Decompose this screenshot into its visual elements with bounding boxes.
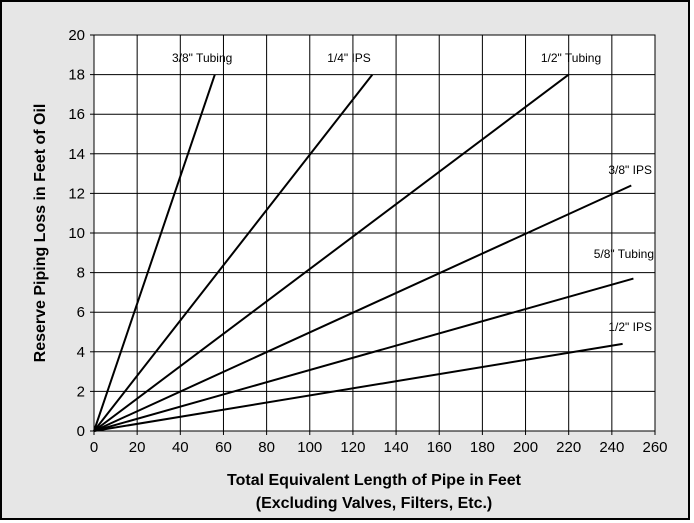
x-tick-label: 0 (90, 439, 98, 456)
x-tick-label: 60 (215, 439, 232, 456)
series-line (93, 184, 632, 432)
y-tick-label: 6 (77, 304, 85, 321)
y-tick-label: 16 (68, 106, 85, 123)
y-tick-label: 0 (77, 423, 85, 440)
series-label: 3/8" Tubing (172, 51, 232, 65)
y-axis-title: Reserve Piping Loss in Feet of Oil (32, 104, 49, 363)
y-tick-label: 4 (77, 344, 85, 361)
series-line (93, 277, 634, 432)
x-tick-label: 100 (297, 439, 322, 456)
x-tick-label: 200 (513, 439, 538, 456)
x-axis-subtitle: (Excluding Valves, Filters, Etc.) (256, 495, 493, 512)
series-label: 1/4" IPS (327, 51, 371, 65)
x-tick-label: 240 (599, 439, 624, 456)
y-tick-label: 8 (77, 265, 85, 282)
y-tick-label: 12 (68, 185, 85, 202)
y-tick-label: 20 (68, 27, 85, 44)
series-lines (93, 73, 634, 432)
x-tick-label: 140 (384, 439, 409, 456)
x-axis-title: Total Equivalent Length of Pipe in Feet (227, 472, 522, 489)
x-tick-label: 80 (258, 439, 275, 456)
series-labels: 3/8" Tubing 1/4" IPS 1/2" Tubing 3/8" IPS 5/… (172, 51, 654, 334)
series-line (93, 342, 623, 432)
series-label: 1/2" IPS (608, 320, 652, 334)
x-tick-label: 40 (172, 439, 189, 456)
y-tick-label: 18 (68, 67, 85, 84)
series-line (93, 74, 216, 432)
series-label: 1/2" Tubing (541, 51, 601, 65)
series-label: 3/8" IPS (608, 163, 652, 177)
series-line (93, 73, 374, 432)
x-tick-label: 160 (427, 439, 452, 456)
series-line (93, 73, 570, 432)
y-axis-ticks: 0 2 4 6 8 10 12 14 16 18 20 (68, 27, 94, 440)
y-tick-label: 14 (68, 146, 85, 163)
x-tick-label: 220 (556, 439, 581, 456)
x-tick-label: 120 (340, 439, 365, 456)
x-axis-ticks: 0 20 40 60 80 100 120 140 160 180 200 220 240 260 (90, 431, 668, 456)
y-tick-label: 2 (77, 383, 85, 400)
x-tick-label: 20 (129, 439, 146, 456)
x-tick-label: 260 (642, 439, 667, 456)
y-tick-label: 10 (68, 225, 85, 242)
series-label: 5/8" Tubing (594, 247, 654, 261)
x-tick-label: 180 (470, 439, 495, 456)
